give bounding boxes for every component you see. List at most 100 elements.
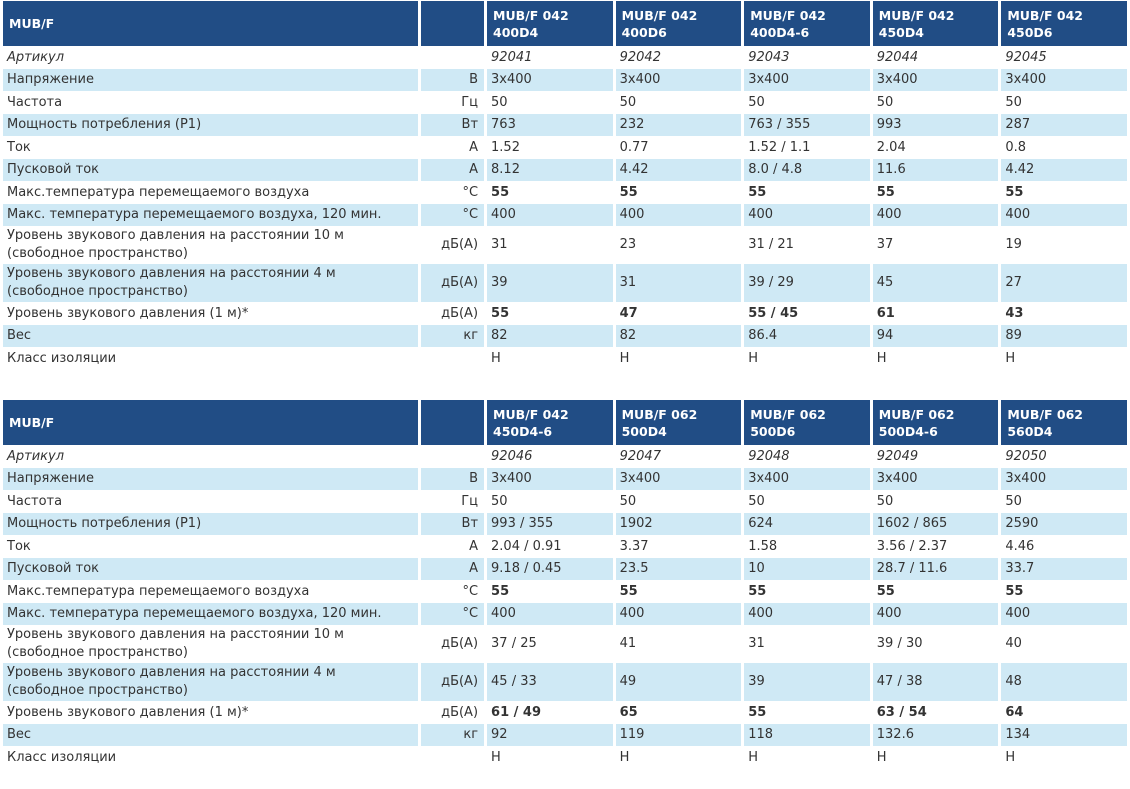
cell-value: 3x400 xyxy=(744,68,870,91)
unit-header xyxy=(421,400,485,445)
cell-value: 49 xyxy=(615,663,742,701)
table-row: Уровень звукового давления на расстоянии… xyxy=(3,663,1127,701)
cell-value: 400 xyxy=(615,203,742,226)
cell-value: 9.18 / 0.45 xyxy=(487,557,613,580)
table-row: Частота Гц 50 50 50 50 50 xyxy=(3,490,1127,513)
row-label: Напряжение xyxy=(3,467,419,490)
cell-value: 41 xyxy=(619,636,637,651)
cell-value: 11.6 xyxy=(872,158,999,181)
cell-value: 86.4 xyxy=(744,324,870,347)
cell-value: 50 xyxy=(748,94,765,110)
cell-value: 993 / 355 xyxy=(487,512,613,535)
cell-value: 8.0 / 4.8 xyxy=(744,158,870,181)
cell-value: 31 xyxy=(615,264,742,302)
model-header: MUB/F 042 400D6 xyxy=(615,1,742,46)
model-header: MUB/F 062 560D4 xyxy=(1001,400,1127,445)
cell-value: 37 xyxy=(876,237,894,252)
cell-value: 119 xyxy=(615,723,742,746)
cell-value: 94 xyxy=(872,324,999,347)
cell-value: 3x400 xyxy=(1001,467,1127,490)
cell-value: 3x400 xyxy=(872,467,999,490)
cell-value: 33.7 xyxy=(1001,557,1127,580)
cell-value: 1.58 xyxy=(748,538,778,554)
cell-value: 61 / 49 xyxy=(491,704,542,720)
cell-value: H xyxy=(748,350,758,366)
row-label: Макс. температура перемещаемого воздуха,… xyxy=(3,602,419,625)
cell-value: 3x400 xyxy=(615,68,742,91)
model-header: MUB/F 042 450D4-6 xyxy=(487,400,613,445)
model-header: MUB/F 042 450D4 xyxy=(872,1,999,46)
cell-value: 55 xyxy=(491,184,510,200)
row-unit: кг xyxy=(421,324,485,347)
row-unit: кг xyxy=(421,723,485,746)
row-unit xyxy=(421,347,484,370)
cell-value: 2.04 xyxy=(876,139,906,155)
table-row: Пусковой ток A 9.18 / 0.45 23.5 10 28.7 / 11.… xyxy=(3,557,1127,580)
cell-value: 3x400 xyxy=(744,467,870,490)
row-label: Вес xyxy=(3,324,419,347)
cell-value: 55 xyxy=(1005,184,1024,200)
row-label: Уровень звукового давления на расстоянии… xyxy=(3,663,419,701)
cell-value: 0.8 xyxy=(1005,139,1027,155)
row-label: Макс.температура перемещаемого воздуха xyxy=(7,184,310,200)
row-label: Напряжение xyxy=(3,68,419,91)
cell-value: 64 xyxy=(1005,704,1024,720)
cell-value: 132.6 xyxy=(872,723,999,746)
cell-value: 118 xyxy=(744,723,870,746)
cell-value: 134 xyxy=(1001,723,1127,746)
cell-value: 232 xyxy=(615,113,742,136)
row-unit: дБ(A) xyxy=(441,237,479,252)
table-row: Макс. температура перемещаемого воздуха,… xyxy=(3,203,1127,226)
model-header: MUB/F 062 500D6 xyxy=(744,400,870,445)
row-label: Артикул xyxy=(7,49,65,65)
cell-value: 89 xyxy=(1001,324,1127,347)
table-header-row: MUB/F MUB/F 042 450D4-6 MUB/F 062 500D4 … xyxy=(3,400,1127,445)
row-label: Макс. температура перемещаемого воздуха,… xyxy=(3,203,419,226)
cell-value: 1.52 xyxy=(491,139,520,155)
cell-value: 55 xyxy=(876,184,895,200)
cell-value: 92046 xyxy=(491,448,533,464)
cell-value: 400 xyxy=(487,602,613,625)
table-row: Артикул 92041 92042 92043 92044 92045 xyxy=(3,46,1127,69)
cell-value: 1.52 / 1.1 xyxy=(748,139,811,155)
cell-value: 3x400 xyxy=(487,467,613,490)
cell-value: 55 xyxy=(619,583,638,599)
cell-value: 31 xyxy=(748,636,765,651)
row-unit: В xyxy=(421,68,485,91)
row-label: Класс изоляции xyxy=(7,749,117,765)
row-unit: Гц xyxy=(461,493,479,509)
cell-value: 3x400 xyxy=(615,467,742,490)
cell-value: H xyxy=(748,749,758,765)
row-label: Уровень звукового давления на расстоянии… xyxy=(7,627,344,660)
cell-value: 92049 xyxy=(876,448,919,464)
table-row: Частота Гц 50 50 50 50 50 xyxy=(3,91,1127,114)
table-row: Уровень звукового давления на расстоянии… xyxy=(3,226,1127,264)
cell-value: H xyxy=(491,749,501,765)
table-row: Макс.температура перемещаемого воздуха °C… xyxy=(3,181,1127,204)
cell-value: H xyxy=(619,749,630,765)
cell-value: 50 xyxy=(619,94,637,110)
cell-value: H xyxy=(1005,350,1016,366)
cell-value: 39 xyxy=(744,663,870,701)
row-unit: A xyxy=(421,557,485,580)
cell-value: 92045 xyxy=(1005,49,1047,65)
row-unit: Вт xyxy=(421,113,485,136)
spec-table-1: MUB/F MUB/F 042 400D4 MUB/F 042 400D6 MU… xyxy=(0,1,1130,370)
table-body: Артикул 92041 92042 92043 92044 92045 Напряжен… xyxy=(3,46,1127,370)
row-unit: дБ(A) xyxy=(421,264,485,302)
row-unit: °C xyxy=(421,602,485,625)
cell-value: 4.46 xyxy=(1005,538,1035,554)
row-label: Макс.температура перемещаемого воздуха xyxy=(7,583,310,599)
cell-value: 2590 xyxy=(1001,512,1127,535)
cell-value: 82 xyxy=(487,324,613,347)
row-label: Класс изоляции xyxy=(7,350,117,366)
cell-value: 763 xyxy=(487,113,613,136)
cell-value: 92 xyxy=(487,723,613,746)
table-row: Уровень звукового давления на расстоянии… xyxy=(3,625,1127,663)
cell-value: 50 xyxy=(491,493,508,509)
row-unit xyxy=(421,746,484,769)
table-row: Напряжение В 3x400 3x400 3x400 3x400 3x400 xyxy=(3,68,1127,91)
row-unit: A xyxy=(469,139,479,155)
cell-value: 3x400 xyxy=(1001,68,1127,91)
model-header: MUB/F 042 400D4-6 xyxy=(744,1,870,46)
